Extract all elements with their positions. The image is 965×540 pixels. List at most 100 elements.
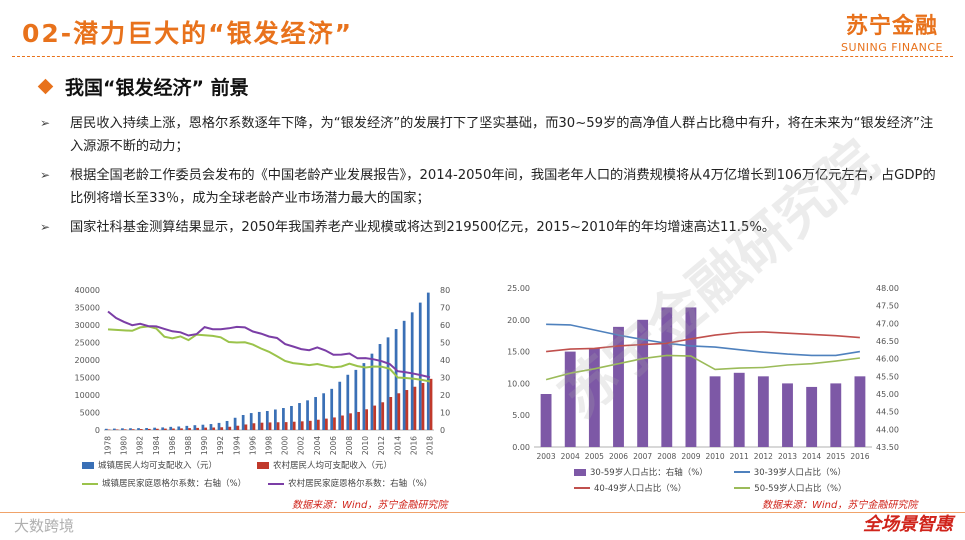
x-tick-label: 2007 [633, 452, 652, 461]
y-tick-label: 30000 [75, 321, 100, 330]
bar-rural-income [421, 382, 425, 430]
x-tick-label: 2010 [361, 436, 370, 455]
x-tick-label: 2016 [850, 452, 869, 461]
x-tick-label: 1990 [200, 436, 209, 455]
bar-rural-income [284, 422, 288, 430]
bar-urban-income [265, 411, 269, 430]
x-tick-label: 2006 [609, 452, 628, 461]
legend-swatch [574, 487, 590, 489]
y2-tick-label: 44.00 [876, 425, 899, 434]
y2-tick-label: 47.00 [876, 319, 899, 328]
bar-rural-income [325, 418, 328, 430]
bar-urban-income [225, 420, 229, 430]
header-divider [12, 56, 953, 57]
legend-item: 城镇居民人均可支配收入（元） [82, 459, 217, 471]
y-tick-label: 10.00 [507, 379, 530, 388]
y2-tick-label: 60 [440, 321, 450, 330]
bar-urban-income [338, 381, 342, 430]
section-heading: 我国“银发经济” 前景 [37, 73, 249, 100]
brand-logo: 苏宁金融 SUNING FINANCE [841, 8, 943, 54]
legend-swatch [268, 482, 285, 485]
chart1-legend: 城镇居民人均可支配收入（元） 农村居民人均可支配收入（元） 城镇居民家庭恩格尔系… [82, 458, 432, 490]
bar-urban-income [169, 426, 173, 430]
section-title: 我国“银发经济” 前景 [65, 77, 249, 99]
bar-urban-income [185, 425, 189, 430]
y-tick-label: 25.00 [507, 284, 530, 293]
y2-tick-label: 10 [440, 409, 450, 418]
bar-rural-income [196, 427, 199, 430]
bar-urban-income [410, 312, 414, 430]
bar-rural-income [236, 425, 240, 430]
bullet-item: ➢ 国家社科基金测算结果显示，2050年我国养老产业规模或将达到219500亿元，… [40, 216, 940, 239]
bar-rural-income [292, 421, 296, 430]
legend-label: 农村居民人均可支配收入（元） [273, 461, 393, 471]
bar-urban-income [153, 427, 156, 430]
line-age-50-59 [545, 354, 861, 381]
legend-item: 农村居民家庭恩格尔系数：右轴（%） [268, 477, 432, 489]
x-tick-label: 2000 [281, 436, 290, 455]
bar-urban-income [346, 374, 350, 430]
legend-swatch [733, 471, 750, 473]
bar-age-30-59-share [588, 348, 600, 447]
legend-item: 30-39岁人口占比（%） [733, 466, 846, 478]
y-tick-label: 0.00 [512, 443, 530, 452]
bar-urban-income [201, 424, 205, 430]
x-tick-label: 2012 [754, 452, 773, 461]
x-tick-label: 2014 [393, 436, 402, 455]
legend-label: 城镇居民家庭恩格尔系数：右轴（%） [102, 479, 247, 489]
y-tick-label: 20.00 [507, 316, 530, 325]
bar-urban-income [193, 425, 197, 430]
y-tick-label: 35000 [75, 304, 100, 313]
bar-rural-income [365, 409, 368, 430]
legend-item: 城镇居民家庭恩格尔系数：右轴（%） [82, 477, 246, 489]
bar-rural-income [373, 405, 377, 430]
x-tick-label: 2006 [329, 436, 338, 455]
income-engel-chart: 0500010000150002000025000300003500040000… [75, 286, 451, 455]
bar-rural-income [308, 420, 312, 430]
y-tick-label: 15000 [75, 374, 100, 383]
x-tick-label: 1994 [232, 436, 241, 455]
x-tick-label: 2008 [345, 436, 354, 455]
arrow-bullet-icon: ➢ [40, 220, 51, 234]
bar-rural-income [397, 393, 401, 430]
x-tick-label: 2018 [425, 436, 434, 455]
bar-rural-income [260, 422, 264, 430]
bar-rural-income [172, 428, 175, 430]
bar-rural-income [252, 423, 256, 430]
bar-rural-income [429, 378, 433, 430]
bar-rural-income [341, 415, 344, 430]
bar-age-30-59-share [782, 383, 793, 447]
bar-age-30-59-share [540, 394, 552, 447]
y2-tick-label: 48.00 [876, 284, 899, 293]
bar-urban-income [290, 405, 293, 430]
chart1-source: 数据来源：Wind，苏宁金融研究院 [292, 500, 448, 511]
bar-urban-income [418, 302, 422, 430]
x-tick-label: 2005 [585, 452, 604, 461]
bar-rural-income [268, 422, 272, 430]
y2-tick-label: 80 [440, 286, 450, 295]
bar-urban-income [298, 403, 301, 430]
bar-urban-income [209, 424, 213, 430]
arrow-bullet-icon: ➢ [40, 116, 51, 130]
bar-rural-income [316, 419, 320, 430]
y-tick-label: 25000 [75, 339, 100, 348]
bar-rural-income [155, 428, 159, 430]
bar-age-30-59-share [637, 319, 649, 447]
x-tick-label: 2013 [778, 452, 797, 461]
y-tick-label: 5000 [80, 409, 100, 418]
bar-urban-income [306, 400, 309, 430]
bar-rural-income [147, 428, 151, 430]
bar-urban-income [113, 428, 116, 430]
x-tick-label: 1986 [168, 436, 177, 455]
legend-label: 30-59岁人口占比：右轴（%） [590, 467, 708, 478]
bar-urban-income [217, 422, 221, 430]
x-tick-label: 1996 [248, 436, 257, 455]
y2-tick-label: 44.50 [876, 408, 899, 417]
x-tick-label: 2008 [657, 452, 676, 461]
bar-rural-income [228, 426, 232, 430]
bar-urban-income [273, 409, 277, 430]
x-tick-label: 1978 [104, 436, 113, 455]
bar-rural-income [164, 428, 167, 430]
x-tick-label: 2009 [681, 452, 700, 461]
bar-rural-income [180, 428, 183, 430]
